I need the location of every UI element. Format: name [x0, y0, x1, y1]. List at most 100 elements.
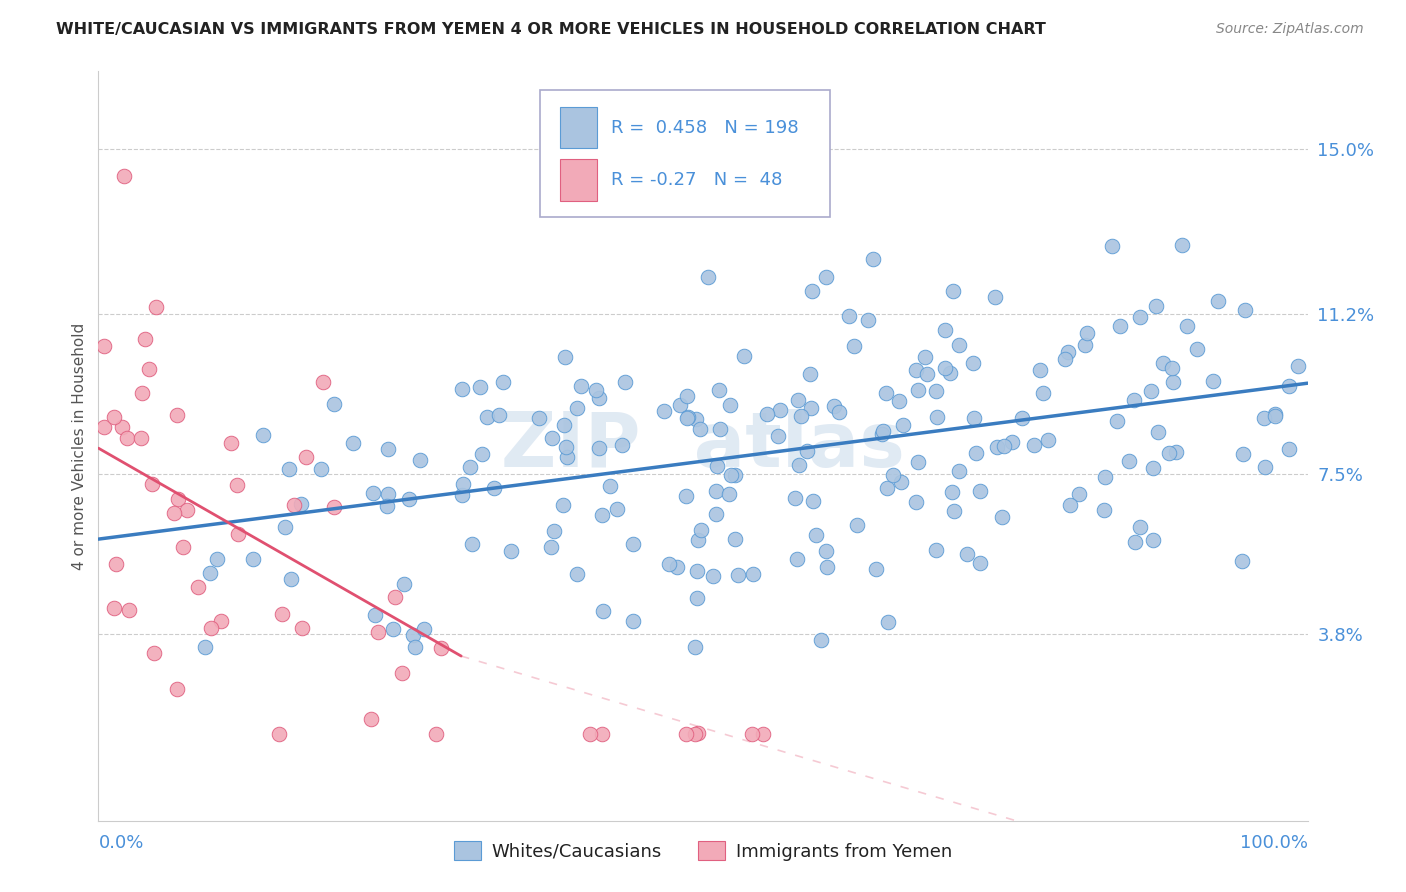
Point [623, 537, 645, 551]
Point [676, 388, 699, 402]
Point [205, 552, 228, 566]
Point [741, 727, 763, 741]
Point [142, 646, 165, 660]
Point [846, 517, 869, 532]
Point [718, 398, 741, 412]
Point [291, 621, 314, 635]
Point [1092, 503, 1115, 517]
Point [741, 566, 763, 581]
Point [768, 429, 790, 443]
Point [686, 565, 709, 579]
Point [907, 383, 929, 397]
Point [993, 439, 1015, 453]
Point [658, 557, 681, 571]
Point [342, 436, 364, 450]
Point [858, 313, 880, 327]
Point [927, 409, 949, 424]
Point [554, 440, 576, 454]
Point [1059, 499, 1081, 513]
Point [1022, 438, 1045, 452]
Point [381, 622, 404, 636]
Point [1171, 238, 1194, 252]
Point [905, 363, 928, 377]
Point [163, 506, 186, 520]
Point [377, 487, 399, 501]
Point [172, 540, 194, 554]
Point [1144, 299, 1167, 313]
Point [363, 486, 385, 500]
Point [1142, 460, 1164, 475]
Point [613, 375, 636, 389]
Point [541, 431, 564, 445]
Point [814, 270, 837, 285]
Point [112, 169, 135, 183]
Point [193, 640, 215, 655]
Text: WHITE/CAUCASIAN VS IMMIGRANTS FROM YEMEN 4 OR MORE VEHICLES IN HOUSEHOLD CORRELA: WHITE/CAUCASIAN VS IMMIGRANTS FROM YEMEN… [56, 22, 1046, 37]
Point [938, 367, 960, 381]
Point [914, 350, 936, 364]
Point [676, 410, 699, 425]
Point [187, 580, 209, 594]
Point [488, 408, 510, 422]
Point [675, 489, 697, 503]
FancyBboxPatch shape [540, 90, 830, 218]
Point [924, 543, 946, 558]
Point [969, 483, 991, 498]
Point [103, 410, 125, 425]
Legend: Whites/Caucasians, Immigrants from Yemen: Whites/Caucasians, Immigrants from Yemen [447, 834, 959, 868]
Point [271, 607, 294, 622]
Point [689, 524, 711, 538]
Point [451, 382, 474, 396]
Point [688, 533, 710, 547]
Point [865, 562, 887, 576]
Point [117, 431, 139, 445]
Point [707, 383, 730, 397]
Point [111, 419, 134, 434]
Point [1074, 338, 1097, 352]
Point [1129, 520, 1152, 534]
Point [553, 417, 575, 432]
Point [492, 375, 515, 389]
Text: R =  0.458   N = 198: R = 0.458 N = 198 [612, 119, 799, 136]
Point [312, 375, 335, 389]
Point [1038, 434, 1060, 448]
Point [917, 367, 939, 381]
Point [129, 431, 152, 445]
Point [1118, 454, 1140, 468]
Point [969, 556, 991, 570]
Point [907, 455, 929, 469]
Point [375, 500, 398, 514]
Point [769, 403, 792, 417]
Text: ZIP  atlas: ZIP atlas [501, 409, 905, 483]
Point [104, 557, 127, 571]
Point [1161, 375, 1184, 389]
Point [93, 339, 115, 353]
Point [1101, 239, 1123, 253]
Point [131, 385, 153, 400]
Point [1161, 360, 1184, 375]
Point [925, 384, 948, 399]
Point [1147, 425, 1170, 439]
Point [756, 407, 779, 421]
Point [1264, 408, 1286, 422]
Point [585, 384, 607, 398]
Point [553, 498, 575, 512]
Point [800, 401, 823, 415]
Point [412, 622, 434, 636]
Point [323, 397, 346, 411]
Point [468, 380, 491, 394]
Point [1254, 460, 1277, 475]
Point [554, 350, 576, 364]
Point [311, 462, 333, 476]
Point [226, 527, 249, 541]
Point [219, 435, 242, 450]
Point [962, 356, 984, 370]
Point [166, 492, 188, 507]
Text: 100.0%: 100.0% [1240, 834, 1308, 852]
Point [280, 572, 302, 586]
Point [720, 468, 742, 483]
Point [706, 458, 728, 473]
Point [209, 615, 232, 629]
Point [425, 727, 447, 741]
Y-axis label: 4 or more Vehicles in Household: 4 or more Vehicles in Household [72, 322, 87, 570]
